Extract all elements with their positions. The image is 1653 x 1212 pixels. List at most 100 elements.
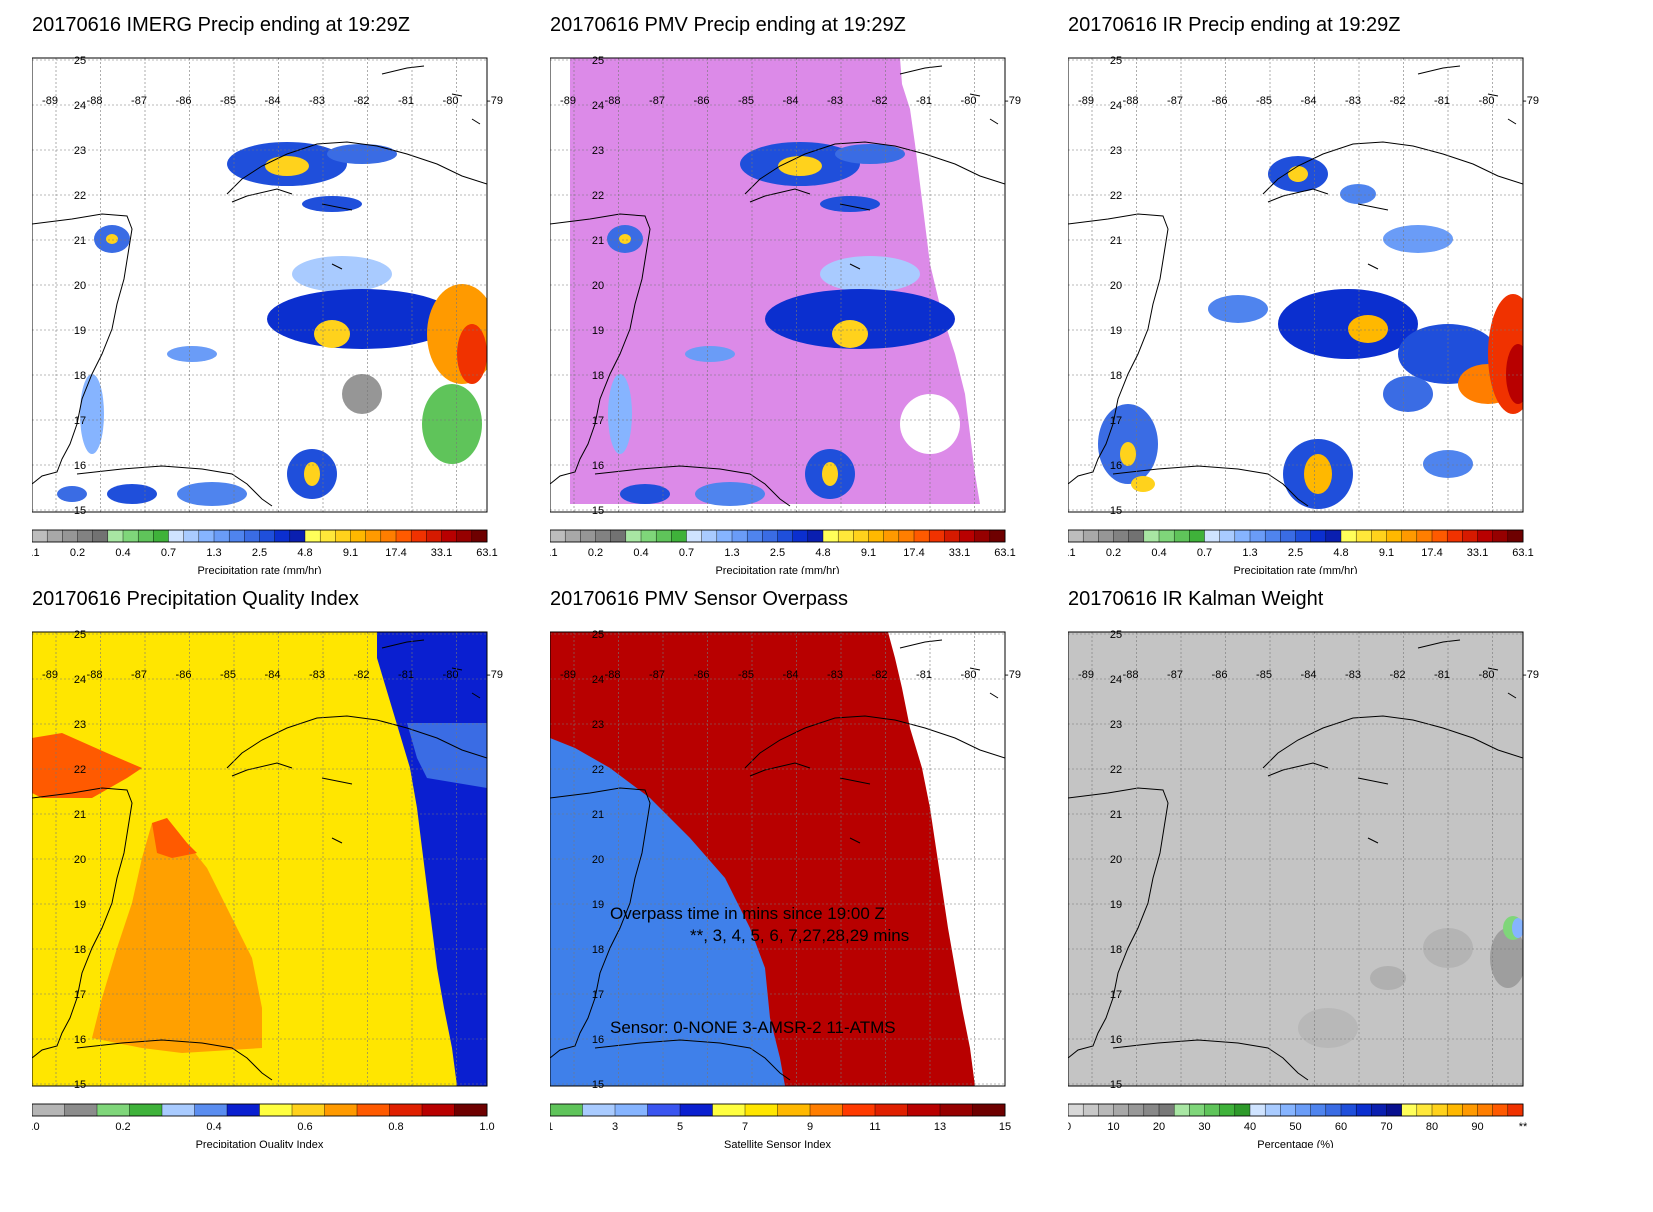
- coastline-cuba: [226, 141, 487, 211]
- lat-label: 23: [592, 719, 604, 731]
- colorbar-tick-label: 11: [869, 1121, 880, 1133]
- precip-cell: [1298, 1008, 1358, 1048]
- colorbar-tick-label: 9.1: [343, 547, 358, 559]
- lat-label: 22: [74, 764, 86, 776]
- colorbar-cell: [213, 529, 230, 543]
- colorbar-cell: [1295, 1103, 1312, 1117]
- colorbar-cell: [944, 529, 961, 543]
- lon-label: -80: [443, 669, 459, 681]
- precip-cell: [1120, 442, 1136, 466]
- precip-cell: [695, 482, 765, 506]
- map-kalman: -89 -88 -87 -86 -85 -84 -83 -82 -81 -80 -79 25 24 23 2…: [1068, 629, 1539, 1148]
- lon-label: -81: [1434, 95, 1450, 107]
- field-region: [407, 723, 487, 788]
- colorbar-tick-label: 9: [807, 1121, 813, 1133]
- lat-label: 24: [592, 674, 604, 686]
- precip-cell: [107, 484, 157, 504]
- colorbar-cell: [883, 529, 900, 543]
- lon-label: -79: [1005, 95, 1021, 107]
- colorbar-cell: [194, 1103, 228, 1117]
- colorbar-tick-label: 1.3: [206, 547, 221, 559]
- lon-label: -84: [265, 669, 281, 681]
- colorbar-cell: [153, 529, 170, 543]
- lat-label: 22: [592, 764, 604, 776]
- colorbar-cell: [62, 529, 79, 543]
- lat-label: 23: [74, 145, 86, 157]
- colorbar-tick-label: 50: [1289, 1121, 1301, 1133]
- colorbar-cell: [107, 529, 124, 543]
- lon-label: -88: [1123, 95, 1139, 107]
- precip-cell: [1383, 225, 1453, 253]
- colorbar-label: Precipitation rate (mm/hr): [1233, 565, 1357, 574]
- colorbar-label: Precipitation rate (mm/hr): [715, 565, 839, 574]
- lat-label: 21: [592, 235, 604, 247]
- colorbar-cell: [122, 529, 139, 543]
- colorbar-cell: [762, 529, 778, 543]
- colorbar-tick-label: 63.1: [1512, 547, 1533, 559]
- lon-label: -87: [649, 669, 665, 681]
- colorbar-cell: [198, 529, 215, 543]
- colorbar-tick-label: 0.6: [297, 1121, 312, 1133]
- colorbar-cell: [244, 529, 260, 543]
- lon-label: -86: [694, 95, 710, 107]
- lat-label: 20: [1110, 280, 1122, 292]
- coastline-islands: [331, 639, 481, 844]
- coastline-mainland: [550, 787, 791, 1081]
- colorbar-cell: [168, 529, 185, 543]
- colorbar-cell: [1128, 1103, 1145, 1117]
- colorbar-cell: [1113, 1103, 1130, 1117]
- lon-label: -85: [1256, 669, 1272, 681]
- lon-label: -81: [398, 95, 414, 107]
- colorbar-cell: [655, 529, 672, 543]
- colorbar-label: Satellite Sensor Index: [724, 1139, 832, 1148]
- field-region: [550, 738, 785, 1086]
- lon-label: -83: [1345, 669, 1361, 681]
- colorbar-cell: [1204, 1103, 1221, 1117]
- colorbar-cell: [777, 529, 794, 543]
- colorbar-frame: [32, 1103, 488, 1117]
- colorbar-tick-label: 33.1: [431, 547, 452, 559]
- lat-label: 18: [592, 944, 604, 956]
- colorbar-cell: [32, 529, 48, 543]
- colorbar-cell: [1325, 1103, 1342, 1117]
- colorbar-tick-label: 4.8: [815, 547, 830, 559]
- lon-label: -87: [131, 95, 147, 107]
- lat-label: 20: [74, 280, 86, 292]
- precip-cell: [620, 484, 670, 504]
- colorbar-cell: [335, 529, 352, 543]
- lat-label: 15: [592, 1079, 604, 1091]
- colorbar-cell: [1249, 1103, 1266, 1117]
- colorbar-cell: [928, 529, 945, 543]
- precip-cell: [106, 234, 118, 244]
- map-pmv: -89 -88 -87 -86 -85 -84 -83 -82 -81 -80 -79 25 24 23 2…: [550, 55, 1021, 574]
- lat-label: 21: [74, 809, 86, 821]
- coastline-islands: [1367, 639, 1517, 844]
- lat-label: 25: [1110, 55, 1122, 67]
- lon-label: -80: [961, 95, 977, 107]
- lon-label: -84: [1301, 95, 1317, 107]
- colorbar-label: Precipitation rate (mm/hr): [197, 565, 321, 574]
- colorbar-cell: [46, 529, 63, 543]
- colorbar-cell: [389, 1103, 423, 1117]
- colorbar-cell: [744, 1103, 778, 1117]
- lon-label: -89: [42, 669, 58, 681]
- overpass-note-title: Overpass time in mins since 19:00 Z: [610, 904, 885, 923]
- coastline-cuba: [1262, 715, 1523, 785]
- colorbar-cell: [731, 529, 748, 543]
- colorbar-tick-label: 4.8: [297, 547, 312, 559]
- precip-cell: [1288, 166, 1308, 182]
- precip-cell: [457, 324, 487, 384]
- colorbar-cell: [582, 1103, 616, 1117]
- colorbar-cell: [746, 529, 763, 543]
- lon-label: -86: [176, 669, 192, 681]
- lon-label: -83: [309, 95, 325, 107]
- precip-cell: [1490, 928, 1523, 988]
- map-overpass: -89 -88 -87 -86 -85 -84 -83 -82 -81 -80 -79 25 24 23 2…: [550, 629, 1021, 1148]
- colorbar-cell: [550, 529, 566, 543]
- colorbar: 0.0 0.2 0.4 0.6 0.8 1.0 Precipitation Quality …: [32, 1103, 495, 1148]
- colorbar-tick-label: 2.5: [770, 547, 785, 559]
- colorbar-cell: [842, 1103, 876, 1117]
- precip-cell: [1340, 184, 1376, 204]
- panel-title: 20170616 PMV Sensor Overpass: [550, 588, 848, 610]
- coastline-cuba: [226, 715, 487, 785]
